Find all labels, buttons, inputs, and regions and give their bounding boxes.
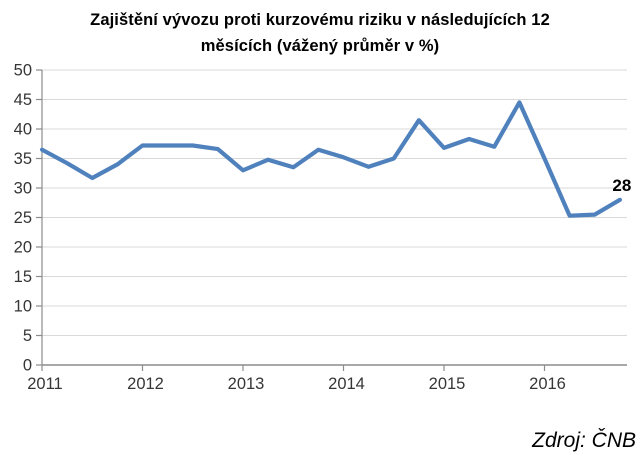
chart-title-line1: Zajištění vývozu proti kurzovému riziku …	[90, 11, 550, 29]
chart-title-line2: měsících (vážený průměr v %)	[200, 37, 440, 55]
y-axis-label: 15	[14, 268, 32, 286]
y-axis-label: 0	[23, 357, 32, 375]
y-axis-label: 25	[14, 209, 32, 227]
x-axis-label: 2014	[328, 375, 365, 393]
x-axis-label: 2013	[228, 375, 265, 393]
y-axis-label: 50	[14, 62, 32, 80]
data-point-label: 28	[612, 176, 631, 195]
x-axis-label: 2012	[127, 375, 164, 393]
y-axis-label: 10	[14, 298, 32, 316]
x-axis-label: 2016	[529, 375, 566, 393]
chart-title: Zajištění vývozu proti kurzovému riziku …	[0, 7, 640, 59]
y-axis-label: 45	[14, 91, 32, 109]
x-axis-label: 2015	[429, 375, 466, 393]
x-axis-label: 2011	[27, 375, 62, 393]
source-label: Zdroj: ČNB	[532, 429, 636, 452]
y-axis-label: 40	[14, 121, 32, 139]
y-axis-label: 30	[14, 180, 32, 198]
y-axis-label: 20	[14, 239, 32, 257]
y-axis-label: 5	[23, 327, 32, 345]
y-axis-label: 35	[14, 150, 32, 168]
data-line	[39, 100, 623, 218]
